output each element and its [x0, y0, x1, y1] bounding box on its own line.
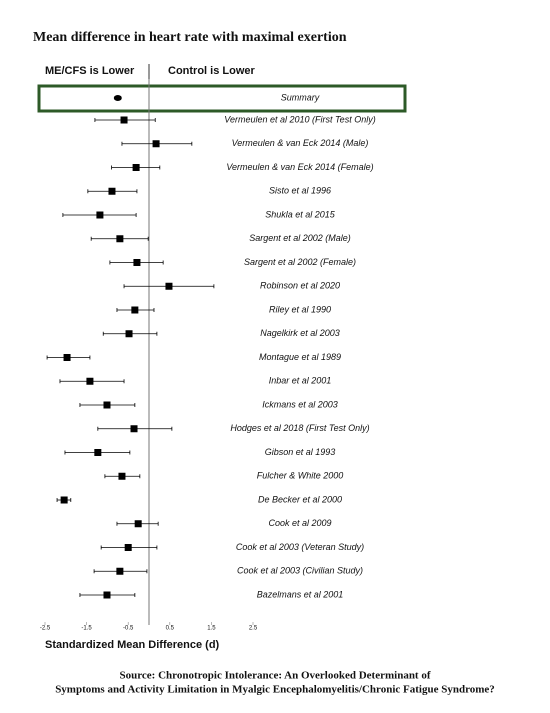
study-label: Cook et al 2003 (Civilian Study)	[237, 566, 363, 576]
study-point	[118, 472, 126, 480]
study-label: Fulcher & White 2000	[257, 471, 344, 481]
study-point	[63, 354, 71, 361]
study-label: Sargent et al 2002 (Male)	[249, 233, 351, 243]
x-tick-label: 2.5	[249, 626, 258, 632]
study-label: Montague et al 1989	[259, 352, 341, 362]
left-header: ME/CFS is Lower	[45, 65, 135, 77]
study-point	[108, 187, 116, 195]
study-point	[132, 164, 140, 171]
study-point	[152, 140, 160, 148]
study-label: Inbar et al 2001	[269, 376, 332, 386]
study-label: Vermeulen et al 2010 (First Test Only)	[224, 114, 375, 124]
x-tick-label: 1.5	[207, 626, 216, 632]
source-line: Source: Chronotropic Intolerance: An Ove…	[119, 670, 430, 682]
study-label: Cook et al 2009	[268, 518, 331, 528]
study-point	[96, 211, 104, 219]
x-tick-label: -1.5	[81, 626, 92, 632]
study-label: Nagelkirk et al 2003	[260, 328, 340, 338]
study-label: Gibson et al 1993	[265, 447, 336, 457]
x-tick-label: -0.5	[123, 626, 134, 632]
study-label: Ickmans et al 2003	[262, 399, 338, 409]
study-point	[116, 567, 124, 575]
study-label: Sargent et al 2002 (Female)	[244, 257, 356, 267]
study-label: Vermeulen & van Eck 2014 (Female)	[226, 162, 373, 172]
study-point	[86, 377, 94, 385]
study-point	[116, 235, 124, 243]
study-label: Robinson et al 2020	[260, 281, 340, 291]
study-label: De Becker et al 2000	[258, 494, 342, 504]
study-point	[120, 116, 128, 124]
study-label: Vermeulen & van Eck 2014 (Male)	[232, 138, 369, 148]
study-point	[165, 282, 173, 290]
x-tick-label: 0.5	[166, 626, 175, 632]
x-tick-label: -2.5	[40, 626, 51, 632]
study-point	[103, 401, 111, 409]
study-point	[131, 306, 139, 314]
study-label: Summary	[281, 92, 320, 102]
study-point	[124, 544, 132, 551]
study-point	[133, 259, 141, 266]
study-point	[134, 520, 142, 528]
summary-point	[113, 95, 122, 101]
study-point	[103, 591, 111, 599]
x-axis-label: Standardized Mean Difference (d)	[45, 639, 220, 651]
chart-title: Mean difference in heart rate with maxim…	[33, 30, 347, 45]
right-header: Control is Lower	[168, 65, 256, 77]
study-label: Riley et al 1990	[269, 304, 331, 314]
study-label: Hodges et al 2018 (First Test Only)	[230, 423, 369, 433]
study-label: Cook et al 2003 (Veteran Study)	[236, 542, 364, 552]
source-line: Symptoms and Activity Limitation in Myal…	[55, 684, 495, 696]
study-label: Sisto et al 1996	[269, 186, 331, 196]
study-label: Bazelmans et al 2001	[257, 589, 344, 599]
summary-box	[37, 84, 407, 113]
study-label: Shukla et al 2015	[265, 209, 336, 219]
study-point	[60, 496, 68, 504]
study-point	[130, 425, 138, 433]
study-point	[94, 449, 102, 456]
study-point	[125, 330, 133, 338]
